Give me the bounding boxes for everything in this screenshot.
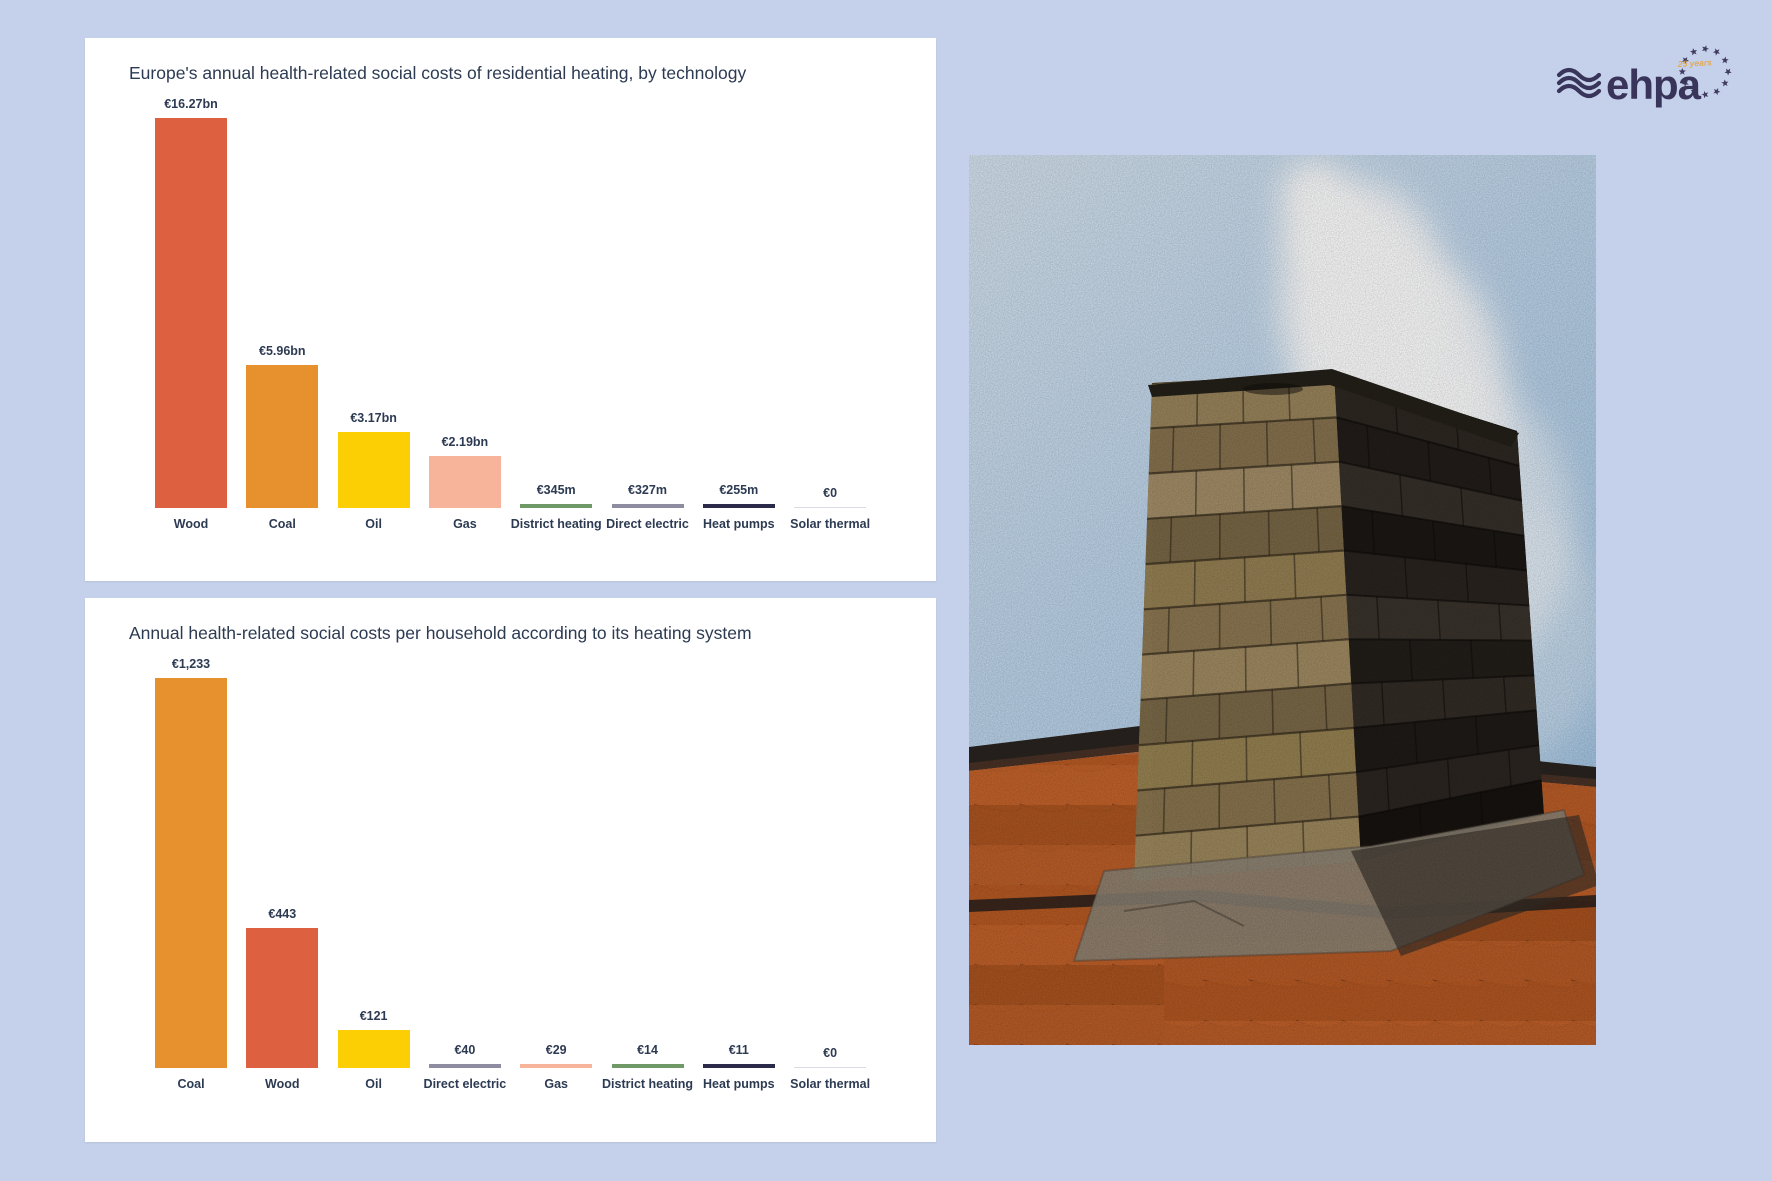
svg-text:25 years: 25 years — [1677, 57, 1713, 69]
